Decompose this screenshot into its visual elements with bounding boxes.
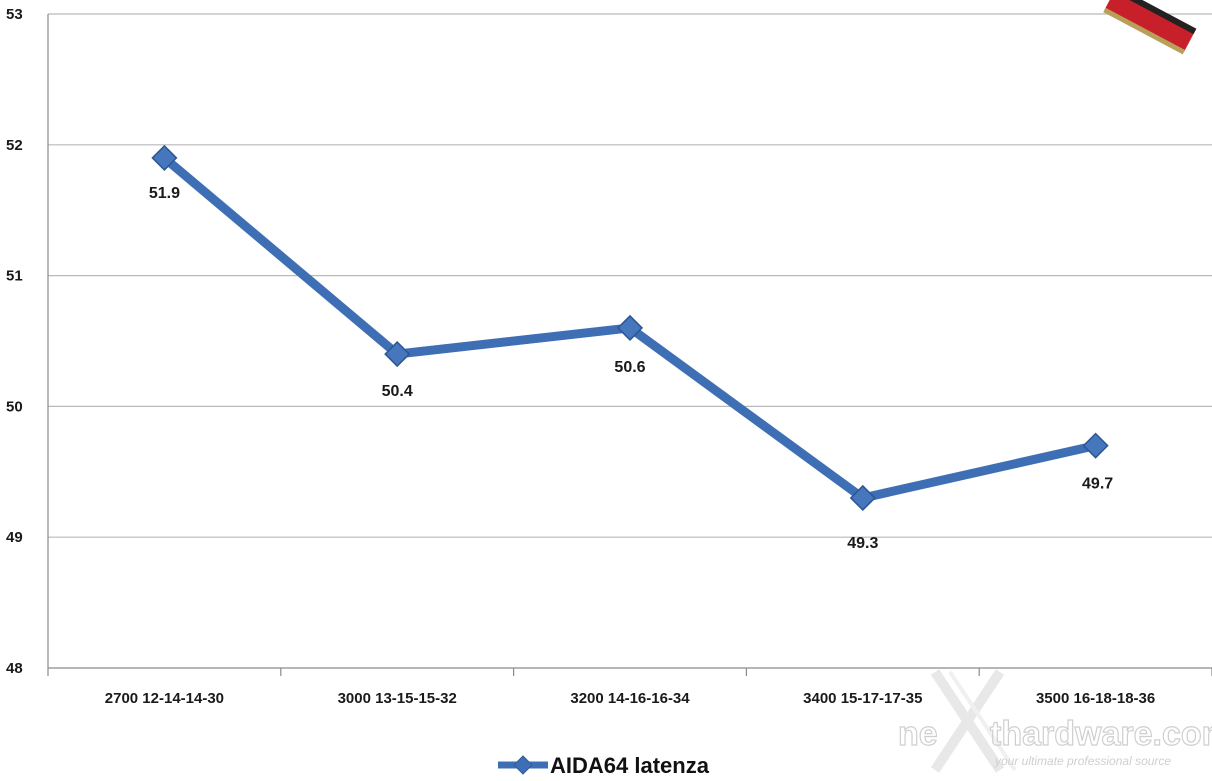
data-label: 51.9 [149,185,180,202]
data-point-marker [151,144,178,171]
x-axis: 2700 12-14-14-30 3000 13-15-15-32 3200 14-… [47,14,1212,707]
legend-label: AIDA64 latenza [550,753,710,778]
y-tick-label: 49 [6,529,23,546]
legend: AIDA64 latenza [498,753,710,778]
data-labels: 51.9 50.4 50.6 49.3 49.7 [149,185,1113,552]
series-line-group [151,144,1109,512]
x-tick-label: 3000 13-15-15-32 [338,690,457,707]
data-label: 50.4 [382,383,413,400]
watermark: ne thardware.com your ultimate professio… [897,669,1212,773]
y-tick-label: 48 [6,660,23,677]
legend-diamond-marker [513,755,533,775]
data-point-marker [384,341,411,368]
gridlines [48,13,1212,669]
x-tick-label: 3400 15-17-17-35 [803,690,922,707]
memory-module-image [1103,0,1197,55]
data-label: 49.7 [1082,476,1113,493]
y-tick-label: 51 [6,268,23,285]
data-label: 49.3 [847,535,878,552]
y-tick-label: 52 [6,137,23,154]
data-point-marker [1082,432,1109,459]
y-axis-ticks: 48 49 50 51 52 53 [6,6,23,677]
watermark-x-logo [930,669,1017,773]
watermark-tagline: your ultimate professional source [994,754,1171,768]
x-tick-label: 2700 12-14-14-30 [105,690,224,707]
watermark-brand-right: thardware.com [990,715,1212,753]
watermark-brand-left: ne [898,715,938,753]
data-label: 50.6 [614,359,645,376]
x-tick-label: 3200 14-16-16-34 [570,690,690,707]
y-tick-label: 53 [6,6,23,23]
x-tick-label: 3500 16-18-18-36 [1036,690,1155,707]
data-point-marker [849,484,876,512]
y-tick-label: 50 [6,398,23,415]
data-point-marker [616,314,644,341]
